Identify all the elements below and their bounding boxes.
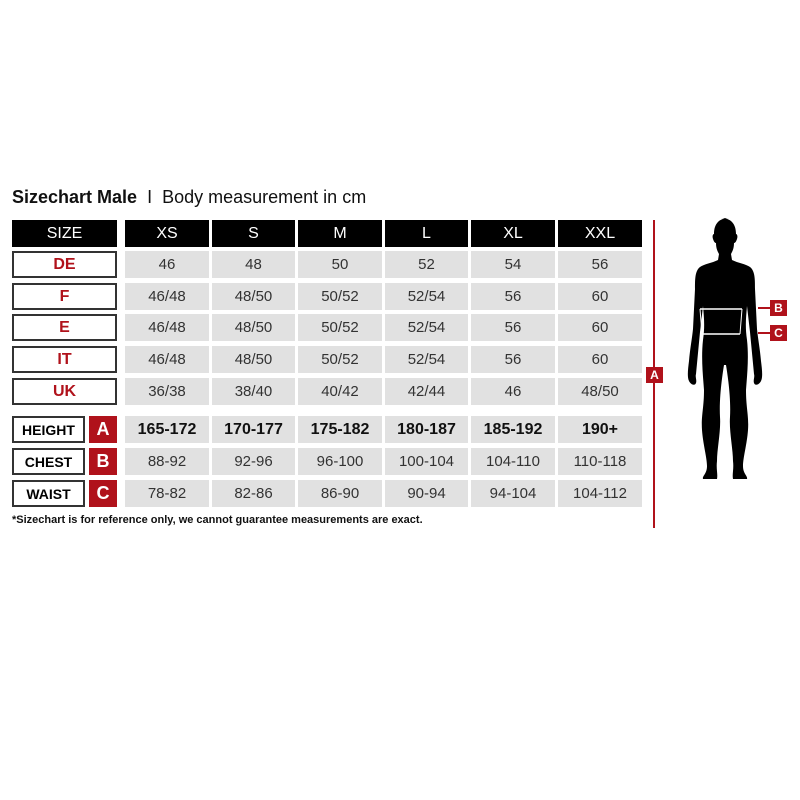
- size-cell: 54: [471, 251, 555, 278]
- size-cell: 46/48: [125, 283, 209, 310]
- disclaimer-note: *Sizechart is for reference only, we can…: [12, 514, 423, 526]
- country-label: E: [12, 314, 117, 341]
- country-label: DE: [12, 251, 117, 278]
- height-marker: A: [646, 367, 663, 383]
- measure-cell: 96-100: [298, 448, 382, 475]
- header-size-xxl: XXL: [558, 220, 642, 247]
- header-size-xs: XS: [125, 220, 209, 247]
- measure-cell: 104-110: [471, 448, 555, 475]
- size-cell: 48: [212, 251, 295, 278]
- size-cell: 48/50: [212, 283, 295, 310]
- size-cell: 60: [558, 314, 642, 341]
- measure-cell: 88-92: [125, 448, 209, 475]
- chest-marker-line: [758, 307, 770, 309]
- measure-label: HEIGHT: [12, 416, 85, 443]
- measure-label: WAIST: [12, 480, 85, 507]
- measure-cell: 110-118: [558, 448, 642, 475]
- page-title: Sizechart Male I Body measurement in cm: [12, 187, 367, 207]
- measure-cell: 86-90: [298, 480, 382, 507]
- size-cell: 52/54: [385, 283, 468, 310]
- waist-marker-line: [758, 332, 770, 334]
- size-cell: 42/44: [385, 378, 468, 405]
- measure-cell: 190+: [558, 416, 642, 443]
- measure-cell: 94-104: [471, 480, 555, 507]
- size-cell: 52: [385, 251, 468, 278]
- size-cell: 48/50: [558, 378, 642, 405]
- header-size-l: L: [385, 220, 468, 247]
- measure-cell: 82-86: [212, 480, 295, 507]
- measure-badge: B: [89, 448, 117, 475]
- size-cell: 52/54: [385, 346, 468, 373]
- size-cell: 56: [471, 314, 555, 341]
- size-cell: 48/50: [212, 346, 295, 373]
- size-cell: 50/52: [298, 346, 382, 373]
- size-cell: 56: [471, 346, 555, 373]
- size-cell: 46: [125, 251, 209, 278]
- country-label: UK: [12, 378, 117, 405]
- measure-cell: 90-94: [385, 480, 468, 507]
- size-cell: 52/54: [385, 314, 468, 341]
- header-size-m: M: [298, 220, 382, 247]
- size-cell: 60: [558, 283, 642, 310]
- size-cell: 40/42: [298, 378, 382, 405]
- measure-label: CHEST: [12, 448, 85, 475]
- measure-cell: 175-182: [298, 416, 382, 443]
- measure-cell: 100-104: [385, 448, 468, 475]
- measure-cell: 104-112: [558, 480, 642, 507]
- size-cell: 60: [558, 346, 642, 373]
- size-cell: 38/40: [212, 378, 295, 405]
- size-cell: 56: [471, 283, 555, 310]
- measure-cell: 180-187: [385, 416, 468, 443]
- measure-cell: 165-172: [125, 416, 209, 443]
- size-cell: 56: [558, 251, 642, 278]
- size-cell: 46/48: [125, 346, 209, 373]
- header-size-label: SIZE: [12, 220, 117, 247]
- chest-marker: B: [770, 300, 787, 316]
- measure-badge: A: [89, 416, 117, 443]
- size-cell: 50/52: [298, 314, 382, 341]
- header-size-xl: XL: [471, 220, 555, 247]
- size-cell: 46/48: [125, 314, 209, 341]
- size-cell: 48/50: [212, 314, 295, 341]
- measure-cell: 185-192: [471, 416, 555, 443]
- header-size-s: S: [212, 220, 295, 247]
- country-label: F: [12, 283, 117, 310]
- waist-marker: C: [770, 325, 787, 341]
- measure-cell: 78-82: [125, 480, 209, 507]
- measure-cell: 92-96: [212, 448, 295, 475]
- measure-badge: C: [89, 480, 117, 507]
- male-silhouette-icon: [687, 218, 763, 479]
- size-cell: 46: [471, 378, 555, 405]
- size-cell: 50/52: [298, 283, 382, 310]
- size-cell: 36/38: [125, 378, 209, 405]
- size-cell: 50: [298, 251, 382, 278]
- country-label: IT: [12, 346, 117, 373]
- measure-cell: 170-177: [212, 416, 295, 443]
